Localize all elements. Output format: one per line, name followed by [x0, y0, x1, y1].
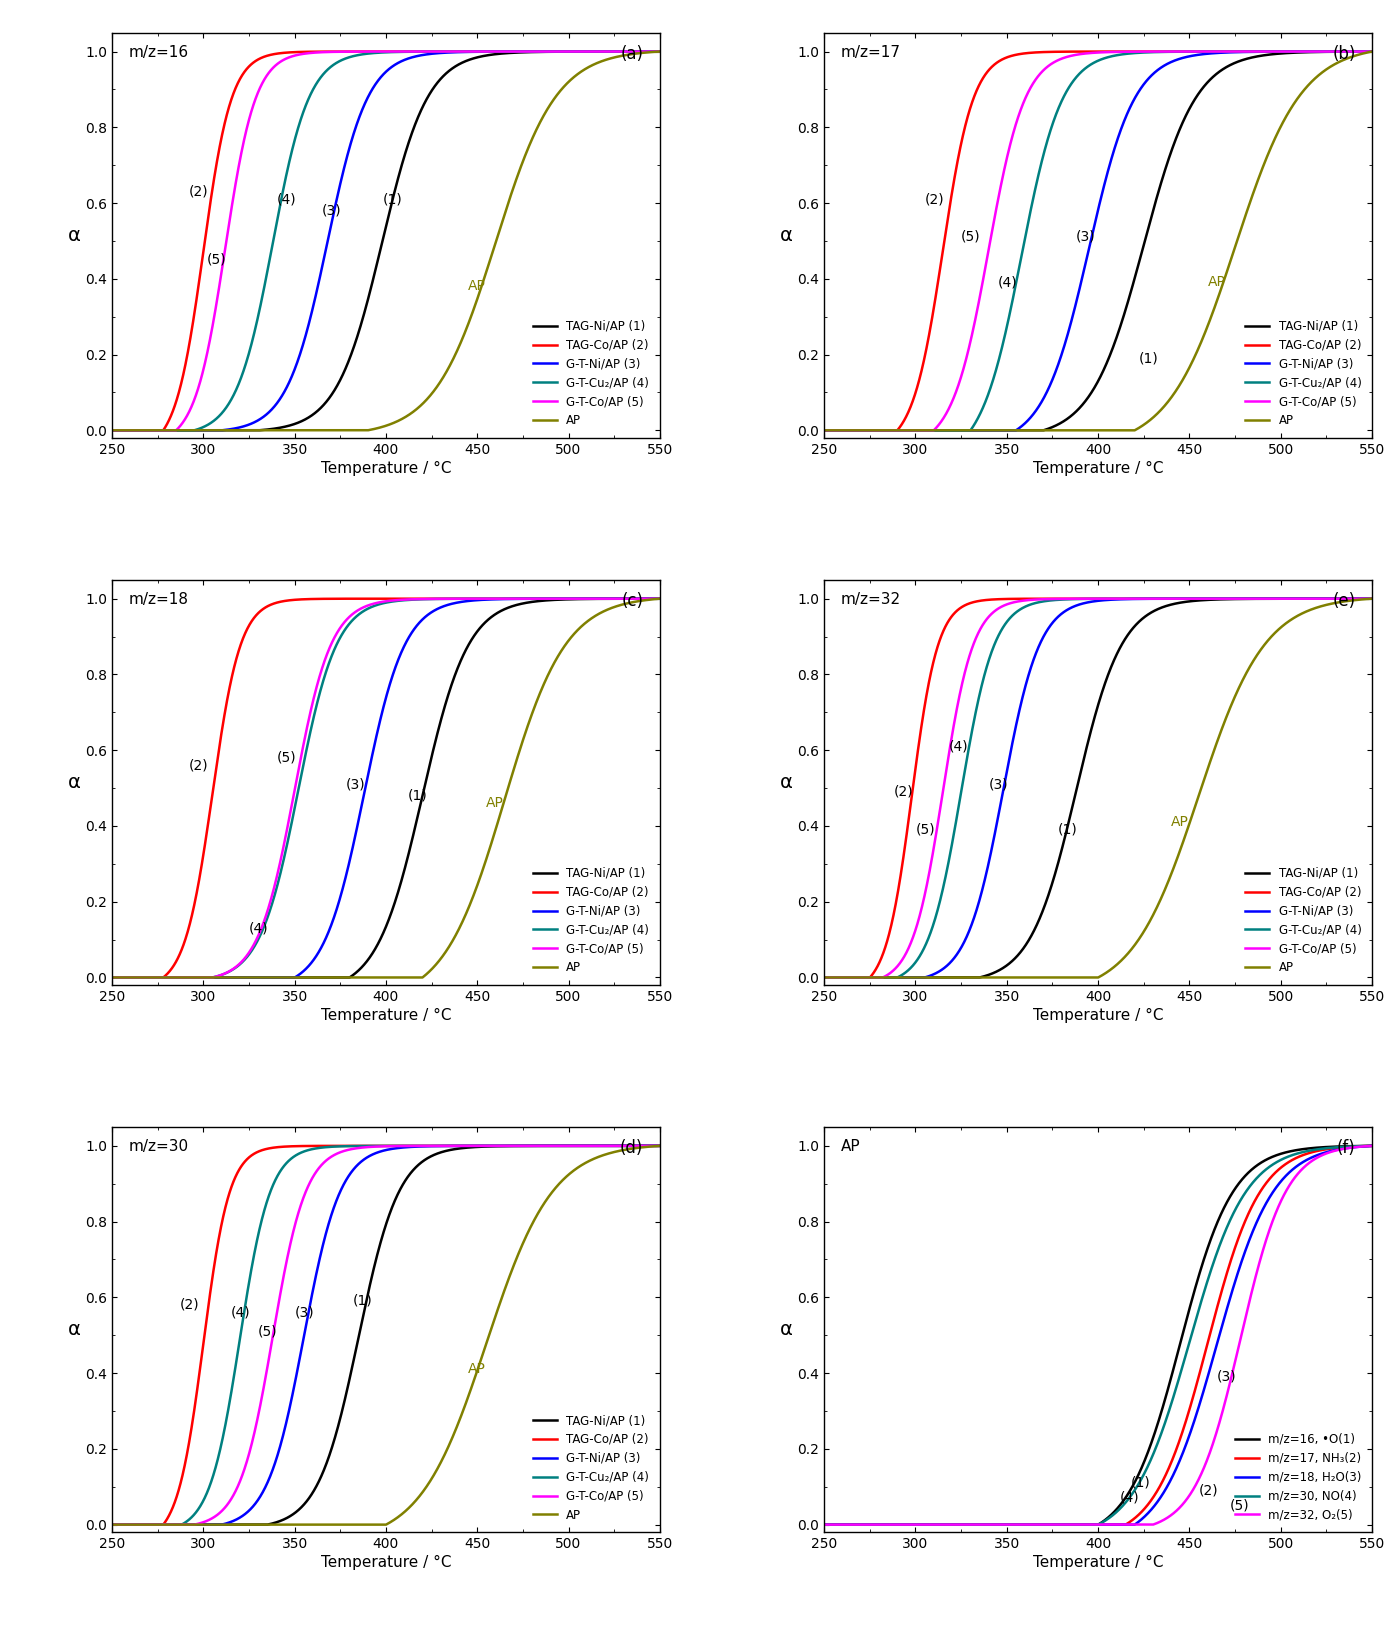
Text: (3): (3) [294, 1306, 314, 1319]
Text: AP: AP [1208, 275, 1225, 290]
Text: (4): (4) [276, 192, 295, 205]
Text: (a): (a) [620, 44, 644, 64]
Text: (1): (1) [382, 192, 402, 205]
Text: (5): (5) [258, 1324, 277, 1338]
Legend: TAG-Ni/AP (1), TAG-Co/AP (2), G-T-Ni/AP (3), G-T-Cu₂/AP (4), G-T-Co/AP (5), AP: TAG-Ni/AP (1), TAG-Co/AP (2), G-T-Ni/AP … [529, 1410, 654, 1526]
Text: (2): (2) [1198, 1483, 1218, 1498]
Text: AP: AP [468, 1363, 486, 1376]
Y-axis label: α: α [780, 1320, 792, 1340]
Text: (3): (3) [1077, 230, 1096, 244]
Text: m/z=18: m/z=18 [129, 592, 189, 606]
Text: (c): (c) [622, 592, 644, 610]
Text: m/z=32: m/z=32 [840, 592, 900, 606]
Text: (4): (4) [998, 275, 1018, 290]
Text: (e): (e) [1333, 592, 1355, 610]
X-axis label: Temperature / °C: Temperature / °C [321, 1007, 451, 1024]
Legend: TAG-Ni/AP (1), TAG-Co/AP (2), G-T-Ni/AP (3), G-T-Cu₂/AP (4), G-T-Co/AP (5), AP: TAG-Ni/AP (1), TAG-Co/AP (2), G-T-Ni/AP … [529, 315, 654, 432]
Legend: TAG-Ni/AP (1), TAG-Co/AP (2), G-T-Ni/AP (3), G-T-Cu₂/AP (4), G-T-Co/AP (5), AP: TAG-Ni/AP (1), TAG-Co/AP (2), G-T-Ni/AP … [1240, 315, 1366, 432]
Text: (3): (3) [988, 778, 1008, 791]
Y-axis label: α: α [67, 773, 80, 792]
Text: (3): (3) [346, 778, 365, 791]
Text: AP: AP [486, 795, 504, 810]
X-axis label: Temperature / °C: Temperature / °C [321, 1555, 451, 1570]
Text: m/z=17: m/z=17 [840, 44, 900, 60]
Legend: TAG-Ni/AP (1), TAG-Co/AP (2), G-T-Ni/AP (3), G-T-Cu₂/AP (4), G-T-Co/AP (5), AP: TAG-Ni/AP (1), TAG-Co/AP (2), G-T-Ni/AP … [529, 862, 654, 980]
Text: (4): (4) [1120, 1491, 1140, 1504]
Text: (5): (5) [207, 253, 227, 267]
Text: (f): (f) [1337, 1139, 1355, 1157]
Text: (1): (1) [407, 789, 427, 802]
X-axis label: Temperature / °C: Temperature / °C [1033, 461, 1163, 476]
X-axis label: Temperature / °C: Temperature / °C [1033, 1007, 1163, 1024]
Text: (2): (2) [189, 184, 209, 199]
Text: (4): (4) [231, 1306, 251, 1319]
Text: (5): (5) [276, 750, 295, 764]
Text: AP: AP [468, 279, 486, 293]
Text: (5): (5) [1229, 1498, 1249, 1513]
Text: (1): (1) [1058, 823, 1078, 836]
Y-axis label: α: α [780, 773, 792, 792]
Text: (3): (3) [1217, 1369, 1236, 1384]
Text: m/z=16: m/z=16 [129, 44, 189, 60]
Text: (1): (1) [1138, 350, 1158, 365]
X-axis label: Temperature / °C: Temperature / °C [321, 461, 451, 476]
Text: (3): (3) [322, 204, 342, 217]
Legend: m/z=16, •O(1), m/z=17, NH₃(2), m/z=18, H₂O(3), m/z=30, NO(4), m/z=32, O₂(5): m/z=16, •O(1), m/z=17, NH₃(2), m/z=18, H… [1231, 1428, 1366, 1526]
Y-axis label: α: α [67, 1320, 80, 1340]
X-axis label: Temperature / °C: Temperature / °C [1033, 1555, 1163, 1570]
Y-axis label: α: α [780, 225, 792, 244]
Text: (4): (4) [249, 921, 269, 936]
Text: (2): (2) [189, 758, 209, 773]
Text: (b): (b) [1333, 44, 1355, 64]
Text: (4): (4) [948, 738, 967, 753]
Legend: TAG-Ni/AP (1), TAG-Co/AP (2), G-T-Ni/AP (3), G-T-Cu₂/AP (4), G-T-Co/AP (5), AP: TAG-Ni/AP (1), TAG-Co/AP (2), G-T-Ni/AP … [1240, 862, 1366, 980]
Text: AP: AP [840, 1139, 860, 1154]
Text: (5): (5) [962, 230, 981, 244]
Text: (1): (1) [1131, 1475, 1151, 1490]
Text: (1): (1) [353, 1294, 372, 1307]
Text: (d): (d) [620, 1139, 644, 1157]
Text: (2): (2) [179, 1297, 199, 1312]
Text: (2): (2) [893, 784, 913, 799]
Y-axis label: α: α [67, 225, 80, 244]
Text: (5): (5) [916, 823, 935, 836]
Text: m/z=30: m/z=30 [129, 1139, 189, 1154]
Text: AP: AP [1172, 815, 1189, 830]
Text: (2): (2) [924, 192, 944, 205]
